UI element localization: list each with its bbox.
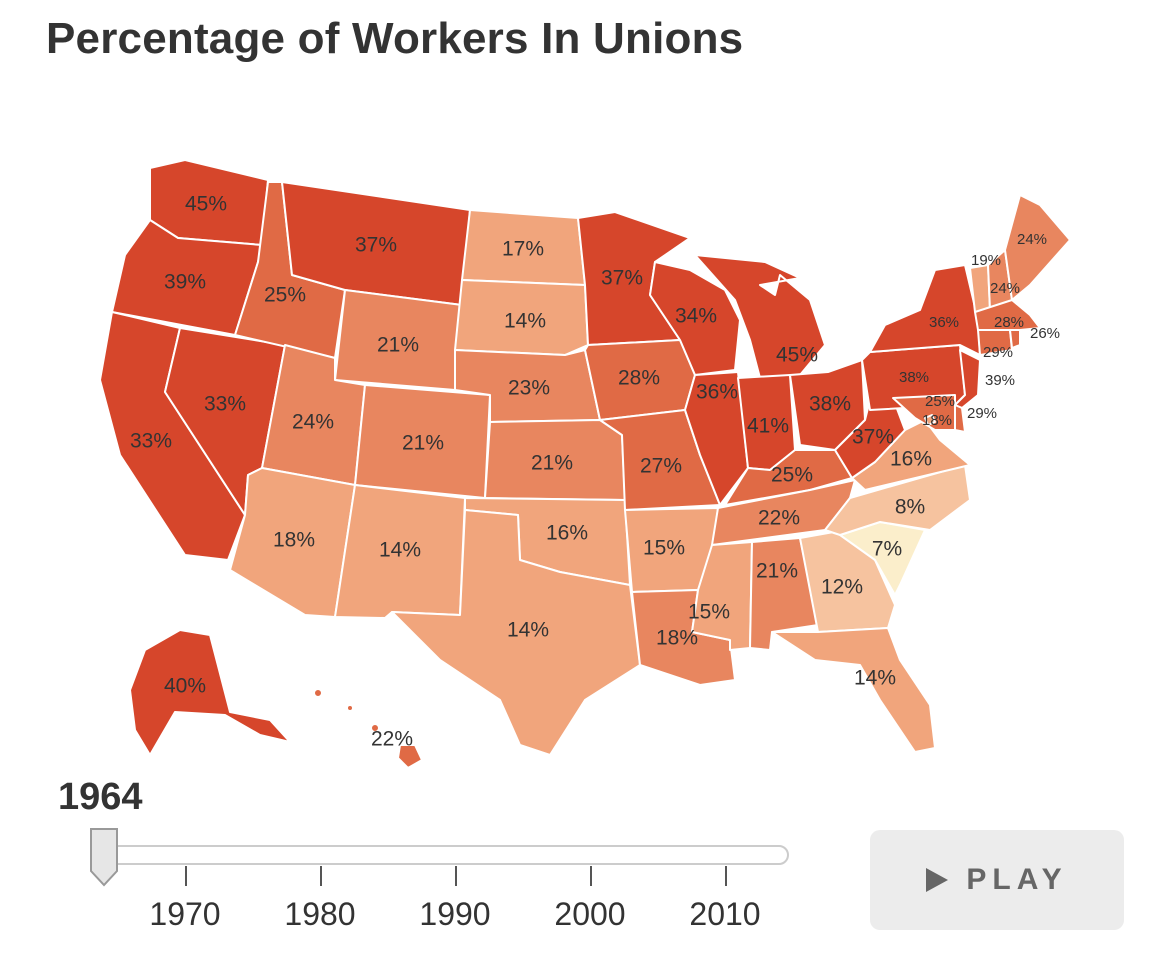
- label-wy: 21%: [377, 334, 419, 357]
- timeline-tick: [590, 866, 592, 886]
- state-ct[interactable]: [977, 329, 1013, 356]
- label-tn: 22%: [758, 507, 800, 530]
- label-nv: 33%: [204, 393, 246, 416]
- timeline-tick: [320, 866, 322, 886]
- play-button[interactable]: PLAY: [870, 830, 1124, 930]
- timeline-tick-label: 1980: [284, 896, 356, 932]
- timeline-slider-track[interactable]: [92, 845, 789, 865]
- label-la: 18%: [656, 627, 698, 650]
- state-sd[interactable]: [454, 279, 589, 356]
- play-icon: [926, 868, 949, 892]
- label-dc: 18%: [922, 412, 952, 429]
- label-ca: 33%: [130, 430, 172, 453]
- label-ia: 28%: [618, 367, 660, 390]
- state-de[interactable]: [954, 404, 966, 433]
- label-vt: 19%: [971, 252, 1001, 269]
- state-ri[interactable]: [1009, 329, 1021, 349]
- label-ks: 21%: [531, 452, 573, 475]
- label-ut: 24%: [292, 411, 334, 434]
- label-mo: 27%: [640, 455, 682, 478]
- state-hi-island: [346, 704, 354, 712]
- state-hi-island: [313, 688, 323, 698]
- label-nc: 8%: [895, 496, 925, 519]
- label-in: 41%: [747, 415, 789, 438]
- label-nd: 17%: [502, 238, 544, 261]
- play-label: PLAY: [966, 863, 1068, 896]
- label-pa: 38%: [899, 369, 929, 386]
- label-wv: 37%: [852, 426, 894, 449]
- year-display: 1964: [58, 776, 143, 818]
- label-fl: 14%: [854, 667, 896, 690]
- timeline-tick: [185, 866, 187, 886]
- state-wv[interactable]: [834, 397, 906, 479]
- timeline-tick-label: 2000: [554, 896, 626, 932]
- label-ga: 12%: [821, 576, 863, 599]
- label-co: 21%: [402, 432, 444, 455]
- state-ak[interactable]: [129, 629, 291, 756]
- state-nc[interactable]: [824, 464, 971, 536]
- timeline-tick-label: 1970: [149, 896, 221, 932]
- timeline-tick-label: 2010: [689, 896, 761, 932]
- label-ma: 28%: [994, 314, 1024, 331]
- timeline-tick: [455, 866, 457, 886]
- state-tx[interactable]: [391, 509, 641, 756]
- label-il: 36%: [696, 381, 738, 404]
- label-ct: 29%: [983, 344, 1013, 361]
- label-hi: 22%: [371, 728, 413, 751]
- label-de: 29%: [967, 405, 997, 422]
- label-or: 39%: [164, 271, 206, 294]
- state-mi[interactable]: [694, 254, 826, 379]
- state-dc[interactable]: [924, 414, 936, 426]
- label-va: 16%: [890, 448, 932, 471]
- label-mn: 37%: [601, 267, 643, 290]
- state-il[interactable]: [684, 371, 749, 506]
- label-ms: 15%: [688, 601, 730, 624]
- label-ky: 25%: [771, 464, 813, 487]
- page-title: Percentage of Workers In Unions: [46, 14, 744, 63]
- label-wa: 45%: [185, 193, 227, 216]
- label-me: 24%: [1017, 231, 1047, 248]
- label-ok: 16%: [546, 522, 588, 545]
- label-wi: 34%: [675, 305, 717, 328]
- label-nm: 14%: [379, 539, 421, 562]
- label-nh: 24%: [990, 280, 1020, 297]
- label-sd: 14%: [504, 310, 546, 333]
- state-md[interactable]: [892, 394, 956, 431]
- label-mt: 37%: [355, 234, 397, 257]
- timeline-tick: [725, 866, 727, 886]
- label-al: 21%: [756, 560, 798, 583]
- label-ar: 15%: [643, 537, 685, 560]
- label-ak: 40%: [164, 675, 206, 698]
- state-hi[interactable]: [397, 744, 423, 769]
- timeline-tick-label: 1990: [419, 896, 491, 932]
- state-fl[interactable]: [771, 627, 936, 753]
- label-sc: 7%: [872, 538, 902, 561]
- state-hi-island: [370, 723, 380, 733]
- label-ri: 26%: [1030, 325, 1060, 342]
- timeline-slider-handle[interactable]: [89, 827, 119, 887]
- label-id: 25%: [264, 284, 306, 307]
- label-md: 25%: [925, 393, 955, 410]
- state-wi[interactable]: [649, 261, 741, 376]
- label-ny: 36%: [929, 314, 959, 331]
- label-mi: 45%: [776, 344, 818, 367]
- state-ny[interactable]: [869, 264, 981, 356]
- label-nj: 39%: [985, 372, 1015, 389]
- label-az: 18%: [273, 529, 315, 552]
- label-ne: 23%: [508, 377, 550, 400]
- label-tx: 14%: [507, 619, 549, 642]
- label-oh: 38%: [809, 393, 851, 416]
